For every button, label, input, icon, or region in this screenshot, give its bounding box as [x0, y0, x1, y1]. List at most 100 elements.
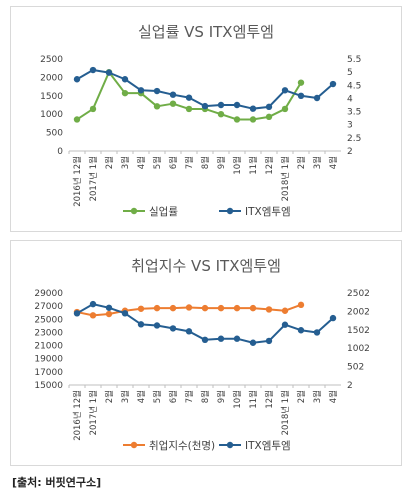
x-tick-label: 2018년 1월 — [280, 156, 291, 201]
x-tick-label: 2016년 12월 — [72, 390, 83, 441]
left-axis-tick-label: 2000 — [40, 73, 63, 83]
x-tick-label: 3월 — [312, 390, 323, 403]
series-point — [73, 116, 81, 123]
series-point — [297, 327, 305, 334]
series-point — [137, 305, 145, 312]
x-tick-label: 7월 — [184, 390, 195, 403]
unemployment-chart: 실업률 VS ITX엠투엠 0 500 1000 1500 2000 2500 2 2.5 3 3.… — [40, 23, 361, 218]
series-point — [281, 321, 289, 328]
series-line — [76, 69, 334, 110]
right-axis-tick-label: 2.5 — [347, 134, 361, 144]
series-point — [265, 113, 273, 121]
series-point — [89, 300, 97, 308]
series-point — [313, 94, 321, 102]
series-point — [121, 89, 129, 97]
left-axis-tick-label: 21000 — [34, 342, 63, 352]
series-point — [137, 321, 145, 328]
left-axis-tick-label: 1000 — [40, 110, 63, 120]
left-axis-tick-label: 500 — [46, 129, 63, 139]
series-point — [249, 304, 257, 312]
right-axis-tick-label: 502 — [347, 363, 364, 373]
series-point — [313, 329, 321, 336]
chart-panel-employment: 취업지수 VS ITX엠투엠 15000 17000 19000 21000 23000 2… — [10, 240, 402, 466]
x-tick-label: 2018년 1월 — [280, 390, 291, 435]
series-point — [281, 87, 289, 94]
series-point — [89, 312, 97, 319]
legend-swatch-marker — [226, 207, 234, 215]
x-tick-label: 4월 — [136, 156, 147, 169]
series-point — [249, 116, 257, 123]
right-axis-tick-label: 2 — [347, 147, 353, 157]
x-tick-label: 2016년 12월 — [72, 156, 83, 207]
x-tick-label: 5월 — [152, 156, 163, 169]
series-point — [297, 301, 305, 309]
x-tick-label: 10월 — [232, 390, 243, 409]
x-tick-label: 6월 — [168, 156, 179, 169]
series-point — [105, 304, 113, 311]
chart-title: 취업지수 VS ITX엠투엠 — [131, 257, 281, 275]
series-point — [201, 304, 209, 312]
series-point — [153, 103, 161, 110]
series-point — [121, 76, 129, 83]
right-axis-tick-label: 1002 — [347, 344, 370, 354]
series-point — [281, 307, 289, 314]
series-point — [329, 80, 337, 88]
right-axis-tick-label: 3.5 — [347, 108, 361, 118]
series-point — [169, 91, 177, 98]
left-axis-tick-label: 29000 — [34, 289, 63, 299]
legend-label: ITX엠투엠 — [245, 440, 291, 452]
series-point — [169, 304, 177, 312]
series-point — [329, 314, 337, 322]
series-point — [137, 87, 145, 94]
x-tick-label: 3월 — [312, 156, 323, 169]
series-point — [169, 100, 177, 107]
series-point — [185, 105, 193, 113]
chart-panel-unemployment: 실업률 VS ITX엠투엠 0 500 1000 1500 2000 2500 2 2.5 3 3.… — [10, 6, 402, 232]
x-tick-label: 4월 — [136, 390, 147, 403]
x-tick-label: 7월 — [184, 156, 195, 169]
x-tick-label: 10월 — [232, 156, 243, 175]
x-tick-label: 5월 — [152, 390, 163, 403]
x-tick-label: 8월 — [200, 390, 211, 403]
left-axis-tick-label: 2500 — [40, 55, 63, 65]
right-axis-tick-label: 1502 — [347, 326, 370, 336]
left-axis-tick-label: 15000 — [34, 381, 63, 391]
series-point — [185, 328, 193, 335]
series-point — [153, 304, 161, 312]
legend-label: 취업지수(천명) — [149, 439, 215, 452]
legend-swatch-marker — [130, 207, 138, 215]
x-tick-label: 9월 — [216, 390, 227, 403]
x-tick-label: 6월 — [168, 390, 179, 403]
series-point — [217, 111, 225, 118]
x-tick-label: 2월 — [296, 390, 307, 403]
series-point — [265, 337, 273, 345]
right-axis-tick-label: 5 — [347, 68, 353, 78]
left-axis-tick-label: 27000 — [34, 302, 63, 312]
legend-label: ITX엠투엠 — [245, 206, 291, 218]
employment-chart: 취업지수 VS ITX엠투엠 15000 17000 19000 21000 23000 2… — [34, 257, 370, 452]
series-point — [169, 325, 177, 332]
x-tick-label: 3월 — [120, 390, 131, 403]
series-point — [217, 101, 225, 109]
legend-swatch-marker — [130, 441, 138, 449]
legend-label: 실업률 — [149, 205, 178, 218]
source-caption: [출처: 버핏연구소] — [12, 476, 102, 489]
x-tick-label: 4월 — [328, 390, 339, 403]
series-point — [185, 304, 193, 311]
series-point — [233, 304, 241, 312]
series-point — [89, 66, 97, 74]
right-axis-tick-label: 2502 — [347, 289, 370, 299]
series-point — [201, 336, 209, 344]
left-axis-tick-label: 25000 — [34, 315, 63, 325]
right-axis-tick-label: 4.5 — [347, 81, 361, 91]
series-point — [297, 79, 305, 86]
series-point — [249, 339, 257, 346]
series-point — [105, 310, 113, 318]
left-axis-tick-label: 17000 — [34, 368, 63, 378]
series-point — [217, 304, 225, 312]
right-axis-tick-label: 2002 — [347, 307, 370, 317]
series-point — [297, 92, 305, 100]
x-tick-label: 2017년 1월 — [88, 156, 99, 201]
x-tick-label: 2월 — [104, 156, 115, 169]
series-point — [185, 94, 193, 101]
